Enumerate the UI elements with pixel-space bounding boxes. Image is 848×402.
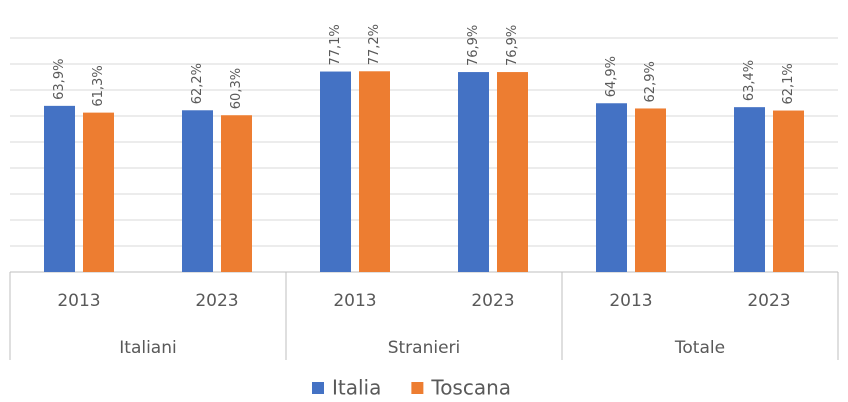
bar [221, 115, 252, 272]
value-label: 61,3% [91, 65, 106, 106]
legend-label: Italia [332, 376, 381, 400]
bar [635, 108, 666, 273]
group-label: Italiani [119, 338, 176, 358]
legend-swatch [411, 382, 424, 394]
bar [320, 71, 351, 272]
x-tick-label: 2023 [747, 291, 790, 311]
value-label: 62,2% [190, 63, 205, 104]
value-label: 77,1% [328, 24, 343, 65]
legend-label: Toscana [430, 376, 511, 400]
value-label: 62,9% [643, 61, 658, 102]
value-label: 63,4% [742, 60, 757, 101]
legend-swatch [312, 382, 324, 394]
x-tick-label: 2013 [57, 291, 100, 311]
bar [497, 72, 528, 272]
value-label: 64,9% [604, 56, 619, 97]
x-tick-label: 2023 [195, 291, 238, 311]
value-label: 77,2% [367, 24, 382, 65]
bar [182, 110, 213, 272]
value-label: 76,9% [505, 25, 520, 66]
group-label: Totale [674, 338, 725, 358]
value-label: 62,1% [781, 63, 796, 104]
bar [734, 107, 765, 272]
bar [44, 105, 75, 272]
x-tick-label: 2013 [609, 291, 652, 311]
group-label: Stranieri [388, 338, 461, 358]
value-label: 63,9% [52, 59, 67, 100]
bar [83, 112, 114, 273]
bar [773, 110, 804, 272]
value-label: 60,3% [229, 68, 244, 109]
bar [596, 103, 627, 272]
bar [359, 71, 390, 272]
x-tick-label: 2013 [333, 291, 376, 311]
x-tick-label: 2023 [471, 291, 514, 311]
value-label: 76,9% [466, 25, 481, 66]
bar [458, 72, 489, 272]
